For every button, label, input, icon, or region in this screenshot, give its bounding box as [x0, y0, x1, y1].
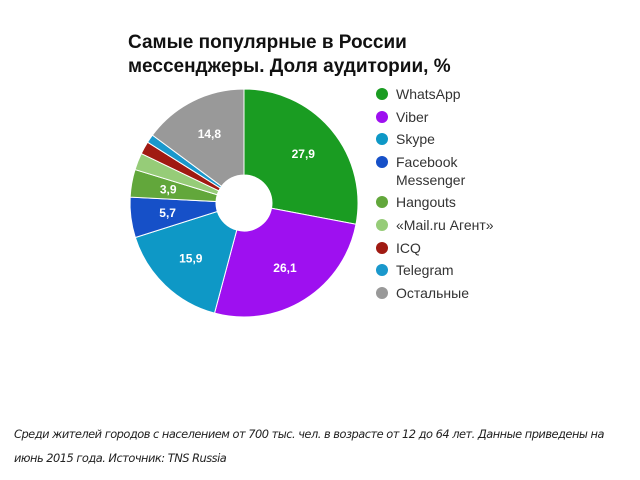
legend-label: Viber	[396, 108, 429, 125]
legend-label: WhatsApp	[396, 86, 461, 102]
legend-label: Telegram	[396, 262, 454, 279]
legend-swatch	[376, 110, 388, 123]
slice-whatsapp	[243, 88, 359, 225]
legend-swatch	[376, 241, 388, 254]
legend-item-hangouts: Hangouts	[376, 193, 526, 211]
legend-swatch	[376, 88, 388, 100]
data-label-facebook-messenger: 5,7	[159, 206, 176, 220]
donut-chart: 27,9 26,1 15,9 5,7 3,9 14,8	[129, 88, 359, 318]
legend-swatch	[376, 133, 388, 146]
legend-swatch	[376, 196, 388, 209]
legend-item-telegram: Telegram	[376, 261, 526, 279]
data-label-whatsapp: 27,9	[292, 147, 316, 161]
slice-остальные	[151, 88, 245, 188]
legend-swatch	[376, 155, 388, 168]
legend-swatch	[376, 218, 388, 231]
source-note: Среди жителей городов с населением от 70…	[14, 427, 604, 465]
data-label-viber: 26,1	[273, 261, 297, 275]
data-label-skype: 15,9	[179, 252, 203, 266]
legend-swatch	[376, 286, 388, 299]
legend-label: Skype	[396, 131, 435, 148]
legend-item-остальные: Остальные	[376, 284, 526, 302]
chart-legend: WhatsApp Viber Skype Facebook Messenger Hang…	[376, 85, 526, 306]
slice-skype	[134, 210, 238, 314]
data-label-hangouts: 3,9	[160, 183, 177, 197]
legend-item-skype: Skype	[376, 130, 526, 148]
legend-item-facebook-messenger: Facebook Messenger	[376, 153, 526, 189]
chart-title: Самые популярные в России мессенджеры. Д…	[128, 32, 451, 77]
legend-item-mail-ru-агент: «Mail.ru Агент»	[376, 216, 526, 234]
data-label-остальные: 14,8	[198, 127, 222, 141]
legend-label: «Mail.ru Агент»	[396, 216, 494, 233]
legend-label: Остальные	[396, 284, 469, 301]
legend-item-viber: Viber	[376, 108, 526, 126]
legend-item-whatsapp: WhatsApp	[376, 85, 526, 103]
legend-swatch	[376, 264, 388, 277]
slice-viber	[213, 207, 357, 318]
legend-label: ICQ	[396, 239, 421, 256]
legend-label: Hangouts	[396, 194, 456, 211]
legend-label: Facebook Messenger	[396, 153, 466, 188]
legend-item-icq: ICQ	[376, 239, 526, 257]
